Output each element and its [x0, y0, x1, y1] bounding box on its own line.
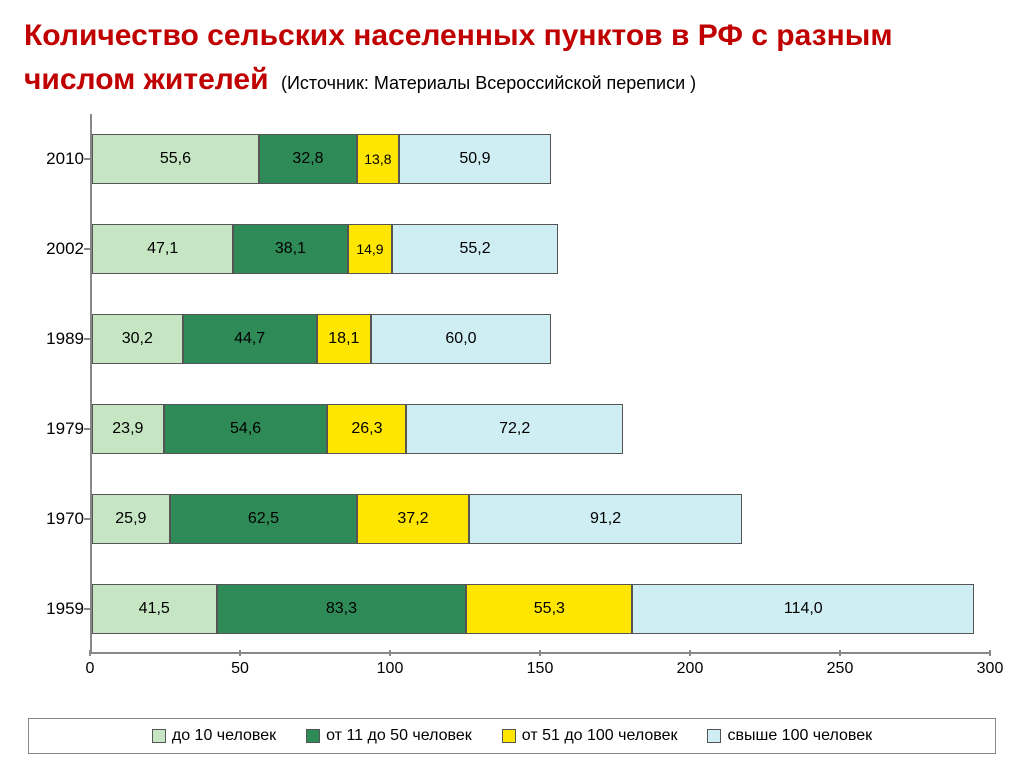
y-tick-mark	[84, 608, 90, 610]
legend-label: от 11 до 50 человек	[326, 727, 472, 745]
bar-segment: 44,7	[183, 314, 317, 364]
bar-segment: 38,1	[233, 224, 347, 274]
legend: до 10 человек от 11 до 50 человек от 51 до…	[28, 718, 996, 754]
bar-group: 30,244,718,160,0	[92, 314, 551, 364]
legend-item: свыше 100 человек	[707, 727, 872, 745]
y-tick-mark	[84, 248, 90, 250]
x-tick-label: 50	[231, 660, 249, 678]
legend-swatch	[152, 729, 166, 743]
legend-swatch	[306, 729, 320, 743]
bar-segment: 91,2	[469, 494, 743, 544]
legend-label: до 10 человек	[172, 727, 276, 745]
plot-region: 55,632,813,850,9 47,138,114,955,2 30,244,7…	[90, 114, 990, 654]
page: Количество сельских населенных пунктов в…	[0, 0, 1024, 768]
bar-segment: 32,8	[259, 134, 357, 184]
x-tick-mark	[989, 650, 991, 656]
x-tick-label: 300	[977, 660, 1004, 678]
bar-group: 25,962,537,291,2	[92, 494, 742, 544]
bar-segment: 25,9	[92, 494, 170, 544]
legend-label: свыше 100 человек	[727, 727, 872, 745]
bar-segment: 60,0	[371, 314, 551, 364]
x-tick-label: 200	[677, 660, 704, 678]
x-tick-mark	[89, 650, 91, 656]
y-tick-label: 1979	[40, 419, 84, 439]
bar-segment: 54,6	[164, 404, 328, 454]
bar-segment: 26,3	[327, 404, 406, 454]
x-tick-label: 150	[527, 660, 554, 678]
bar-segment: 47,1	[92, 224, 233, 274]
bar-segment: 55,2	[392, 224, 558, 274]
bar-segment: 18,1	[317, 314, 371, 364]
chart-title: Количество сельских населенных пунктов в…	[0, 0, 1024, 107]
y-tick-mark	[84, 518, 90, 520]
legend-label: от 51 до 100 человек	[522, 727, 678, 745]
bar-segment: 62,5	[170, 494, 358, 544]
y-tick-label: 2002	[40, 239, 84, 259]
bar-segment: 72,2	[406, 404, 623, 454]
x-tick-mark	[389, 650, 391, 656]
bar-group: 55,632,813,850,9	[92, 134, 551, 184]
y-tick-label: 1959	[40, 599, 84, 619]
y-tick-mark	[84, 428, 90, 430]
bar-segment: 83,3	[217, 584, 467, 634]
bar-segment: 41,5	[92, 584, 217, 634]
x-tick-label: 250	[827, 660, 854, 678]
bar-segment: 30,2	[92, 314, 183, 364]
x-tick-mark	[689, 650, 691, 656]
x-tick-mark	[539, 650, 541, 656]
bar-segment: 23,9	[92, 404, 164, 454]
bar-group: 23,954,626,372,2	[92, 404, 623, 454]
bar-group: 41,583,355,3114,0	[92, 584, 974, 634]
legend-item: от 51 до 100 человек	[502, 727, 678, 745]
bar-group: 47,138,114,955,2	[92, 224, 558, 274]
bar-segment: 55,6	[92, 134, 259, 184]
y-tick-label: 1970	[40, 509, 84, 529]
legend-item: от 11 до 50 человек	[306, 727, 472, 745]
x-tick-label: 0	[86, 660, 95, 678]
x-tick-mark	[839, 650, 841, 656]
bar-segment: 14,9	[348, 224, 393, 274]
title-source: (Источник: Материалы Всероссийской переп…	[281, 73, 696, 93]
legend-item: до 10 человек	[152, 727, 276, 745]
bar-segment: 114,0	[632, 584, 974, 634]
chart-area: 55,632,813,850,9 47,138,114,955,2 30,244,7…	[28, 106, 996, 696]
bar-segment: 55,3	[466, 584, 632, 634]
x-tick-mark	[239, 650, 241, 656]
bar-segment: 13,8	[357, 134, 398, 184]
y-tick-label: 1989	[40, 329, 84, 349]
y-tick-label: 2010	[40, 149, 84, 169]
legend-swatch	[707, 729, 721, 743]
bar-segment: 50,9	[399, 134, 552, 184]
y-tick-mark	[84, 158, 90, 160]
x-tick-label: 100	[377, 660, 404, 678]
y-tick-mark	[84, 338, 90, 340]
legend-swatch	[502, 729, 516, 743]
bar-segment: 37,2	[357, 494, 469, 544]
